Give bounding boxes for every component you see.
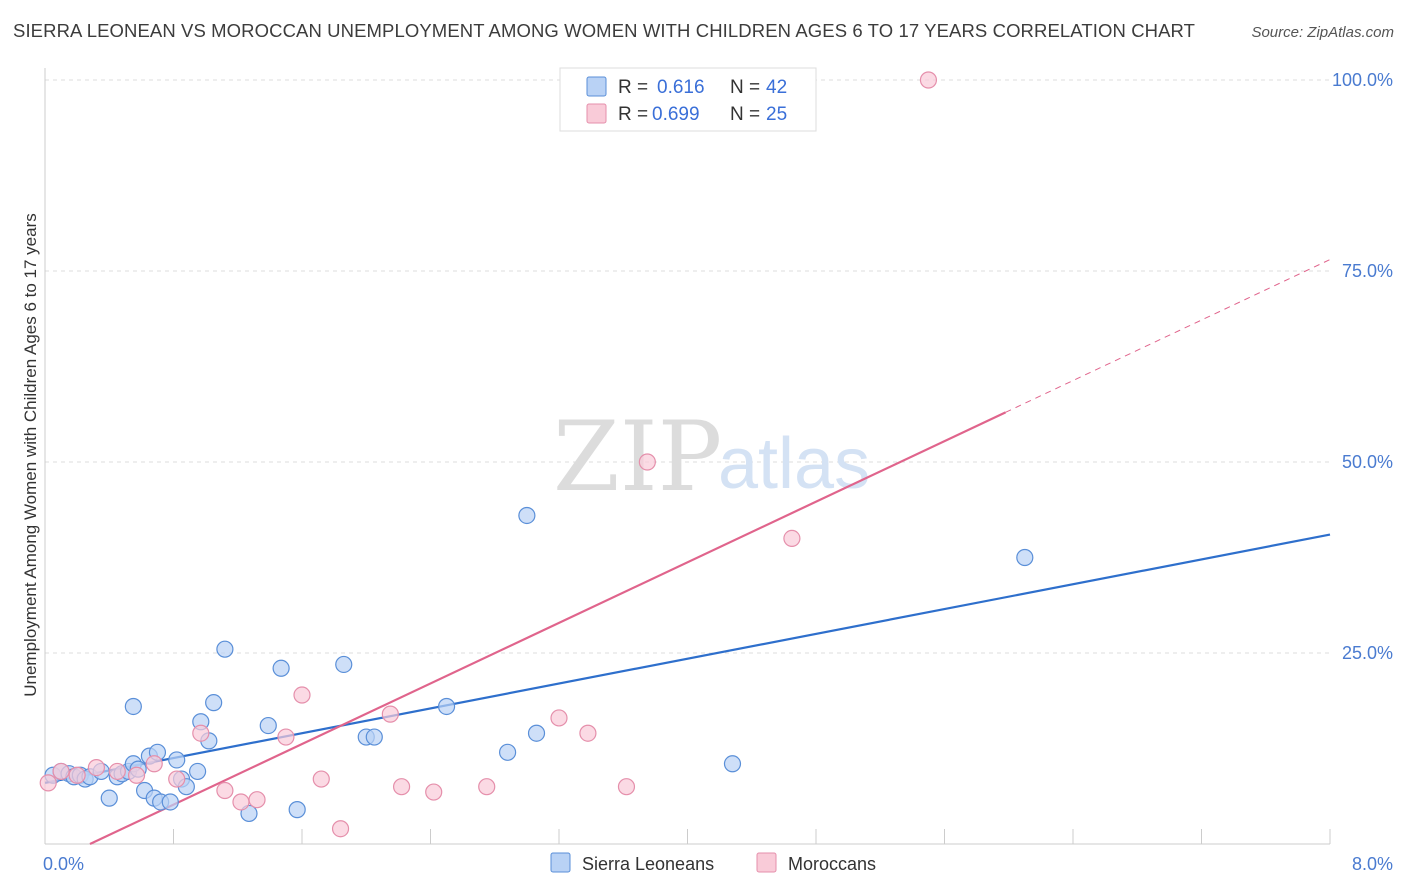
trend-line-extension-moroccan: [1005, 259, 1331, 413]
trend-line-sierra: [44, 533, 1331, 784]
point-moroccan-5: [127, 766, 146, 784]
point-moroccan-14: [312, 770, 330, 788]
point-moroccan-1: [52, 762, 70, 781]
x-tick-label-0: 0.0%: [43, 854, 84, 874]
data-points: [39, 71, 1034, 838]
y-tick-label-3: 100.0%: [1332, 70, 1393, 90]
point-moroccan-21: [579, 724, 597, 742]
point-moroccan-4: [108, 762, 126, 781]
point-sierra-36: [437, 697, 456, 716]
bottom-legend-swatch-sierra: [550, 852, 571, 873]
point-moroccan-19: [478, 778, 496, 796]
y-tick-label-1: 50.0%: [1342, 452, 1393, 472]
point-moroccan-17: [392, 778, 411, 796]
point-sierra-31: [272, 659, 290, 677]
point-moroccan-9: [216, 781, 234, 800]
trend-lines: [44, 259, 1331, 845]
grid-lines: [45, 79, 1330, 654]
point-moroccan-7: [168, 770, 186, 788]
point-sierra-30: [259, 716, 277, 735]
point-sierra-24: [188, 762, 207, 781]
point-moroccan-16: [381, 705, 399, 723]
bottom-legend-swatch-moroccan: [756, 852, 777, 873]
legend-n-label-moroccan: N =: [730, 104, 760, 125]
bottom-legend: Sierra Leoneans Moroccans: [550, 852, 876, 874]
legend-n-label-sierra: N =: [730, 77, 760, 98]
point-sierra-27: [205, 694, 223, 712]
point-moroccan-11: [248, 791, 266, 809]
y-tick-label-0: 25.0%: [1342, 643, 1393, 663]
point-sierra-37: [499, 743, 517, 761]
point-moroccan-12: [277, 728, 295, 746]
point-moroccan-24: [783, 529, 801, 548]
legend-swatch-sierra: [586, 76, 607, 97]
bottom-legend-label-sierra: Sierra Leoneans: [582, 854, 714, 874]
point-moroccan-2: [68, 766, 86, 784]
point-sierra-8: [100, 789, 118, 807]
point-sierra-13: [124, 697, 142, 716]
legend-r-value-sierra: 0.616: [657, 77, 705, 98]
point-moroccan-0: [39, 774, 57, 792]
watermark: ZIP atlas: [553, 401, 870, 513]
point-sierra-33: [335, 655, 353, 674]
point-sierra-21: [168, 751, 186, 769]
axes: [44, 68, 1331, 845]
bottom-legend-label-moroccan: Moroccans: [788, 854, 876, 874]
point-sierra-28: [216, 640, 234, 658]
point-moroccan-18: [425, 783, 443, 801]
point-moroccan-23: [638, 453, 656, 471]
watermark-atlas: atlas: [718, 424, 870, 504]
legend-r-label-moroccan: R =: [618, 104, 648, 125]
legend-n-value-moroccan: 25: [766, 104, 787, 125]
point-moroccan-25: [919, 71, 938, 89]
point-moroccan-3: [87, 758, 106, 777]
point-moroccan-13: [293, 686, 311, 704]
legend-swatch-moroccan: [586, 103, 607, 124]
tick-labels: 25.0% 50.0% 75.0% 100.0% 0.0% 8.0%: [43, 70, 1393, 874]
point-moroccan-20: [550, 709, 568, 727]
point-sierra-32: [288, 801, 306, 819]
point-moroccan-8: [192, 724, 210, 742]
chart-title: SIERRA LEONEAN VS MOROCCAN UNEMPLOYMENT …: [13, 20, 1196, 41]
legend-r-label-sierra: R =: [618, 77, 648, 98]
point-moroccan-6: [145, 755, 163, 773]
x-tick-label-1: 8.0%: [1352, 854, 1393, 874]
point-moroccan-15: [331, 820, 350, 838]
point-sierra-38: [518, 506, 536, 525]
point-sierra-40: [723, 755, 742, 773]
watermark-zip: ZIP: [553, 401, 722, 513]
source-label: Source: ZipAtlas.com: [1251, 24, 1394, 41]
point-sierra-39: [527, 724, 546, 742]
trend-line-moroccan: [89, 411, 1007, 845]
legend-n-value-sierra: 42: [766, 77, 787, 98]
y-tick-label-2: 75.0%: [1342, 261, 1393, 281]
legend: R = 0.616 N = 42 R = 0.699 N = 25: [559, 67, 817, 132]
point-sierra-35: [365, 728, 383, 746]
point-moroccan-10: [232, 793, 250, 811]
point-sierra-20: [161, 793, 179, 811]
legend-r-value-moroccan: 0.699: [652, 104, 700, 125]
y-axis-label: Unemployment Among Women with Children A…: [21, 213, 40, 697]
point-sierra-41: [1016, 548, 1034, 567]
point-moroccan-22: [617, 778, 636, 796]
